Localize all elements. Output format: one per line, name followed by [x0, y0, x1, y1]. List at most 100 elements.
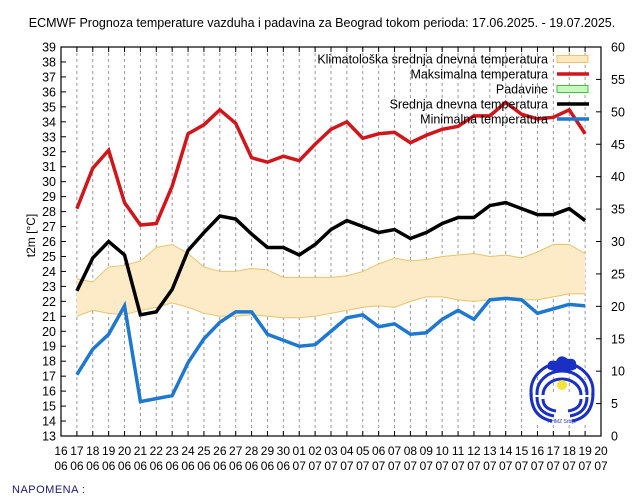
y2-tick-label: 55 — [611, 73, 625, 87]
x-tick-month: 07 — [499, 459, 513, 473]
y-tick-label: 39 — [42, 41, 56, 55]
y-tick-label: 16 — [42, 385, 56, 399]
x-tick-day: 30 — [277, 444, 291, 458]
y-tick-label: 33 — [42, 130, 56, 144]
x-tick-month: 06 — [102, 459, 116, 473]
x-tick-day: 18 — [86, 444, 100, 458]
x-tick-day: 22 — [150, 444, 164, 458]
y2-tick-label: 5 — [611, 397, 618, 411]
y-tick-label: 19 — [42, 340, 56, 354]
x-tick-day: 08 — [404, 444, 418, 458]
legend-swatch — [557, 56, 588, 63]
x-tick-day: 06 — [372, 444, 386, 458]
y-tick-label: 27 — [42, 220, 56, 234]
x-tick-month: 07 — [340, 459, 354, 473]
x-tick-day: 15 — [515, 444, 529, 458]
x-tick-month: 06 — [86, 459, 100, 473]
legend-label: Srednja dnevna temperatura — [390, 98, 548, 112]
y-tick-label: 17 — [42, 370, 56, 384]
y-tick-label: 22 — [42, 295, 56, 309]
x-tick-day: 05 — [356, 444, 370, 458]
x-tick-month: 07 — [420, 459, 434, 473]
y-tick-label: 20 — [42, 325, 56, 339]
x-tick-month: 06 — [70, 459, 84, 473]
x-tick-month: 07 — [594, 459, 608, 473]
x-tick-month: 07 — [404, 459, 418, 473]
y-tick-label: 14 — [42, 415, 56, 429]
x-tick-day: 21 — [134, 444, 148, 458]
legend: Klimatološka srednja dnevna temperaturaM… — [317, 53, 589, 127]
x-tick-day: 09 — [420, 444, 434, 458]
x-tick-month: 07 — [451, 459, 465, 473]
y-tick-label: 25 — [42, 250, 56, 264]
y2-tick-label: 40 — [611, 170, 625, 184]
y-tick-label: 38 — [42, 55, 56, 69]
x-tick-day: 10 — [435, 444, 449, 458]
legend-label: Klimatološka srednja dnevna temperatura — [317, 53, 548, 67]
y-tick-label: 13 — [42, 430, 56, 444]
x-tick-month: 07 — [578, 459, 592, 473]
x-tick-day: 18 — [563, 444, 577, 458]
y-tick-label: 23 — [42, 280, 56, 294]
y2-tick-label: 0 — [611, 430, 618, 444]
y2-tick-label: 35 — [611, 203, 625, 217]
x-tick-month: 06 — [134, 459, 148, 473]
y2-tick-label: 50 — [611, 105, 625, 119]
legend-swatch — [557, 86, 588, 93]
x-tick-month: 06 — [54, 459, 68, 473]
x-tick-month: 07 — [531, 459, 545, 473]
x-tick-day: 17 — [547, 444, 561, 458]
legend-label: Minimalna temperatura — [420, 113, 548, 127]
x-tick-month: 07 — [547, 459, 561, 473]
legend-label: Padavine — [496, 83, 548, 97]
y-axis-label: t2m [°C] — [24, 214, 38, 257]
y-tick-label: 26 — [42, 235, 56, 249]
x-tick-day: 01 — [293, 444, 307, 458]
y2-tick-label: 25 — [611, 267, 625, 281]
y-tick-label: 34 — [42, 115, 56, 129]
y2-tick-label: 20 — [611, 300, 625, 314]
x-tick-day: 17 — [70, 444, 84, 458]
x-tick-day: 16 — [531, 444, 545, 458]
x-tick-month: 07 — [435, 459, 449, 473]
x-tick-month: 07 — [293, 459, 307, 473]
x-tick-day: 20 — [594, 444, 608, 458]
x-tick-day: 04 — [340, 444, 354, 458]
x-tick-month: 07 — [563, 459, 577, 473]
footer-note: NAPOMENA : — [12, 484, 85, 496]
y2-tick-label: 15 — [611, 332, 625, 346]
legend-label: Maksimalna temperatura — [410, 68, 548, 82]
x-tick-month: 06 — [118, 459, 132, 473]
x-tick-day: 11 — [452, 444, 465, 458]
x-tick-month: 07 — [483, 459, 497, 473]
x-tick-month: 06 — [150, 459, 164, 473]
x-tick-day: 23 — [165, 444, 179, 458]
x-tick-day: 24 — [181, 444, 195, 458]
y-tick-label: 28 — [42, 205, 56, 219]
y2-tick-label: 30 — [611, 235, 625, 249]
y-tick-label: 35 — [42, 100, 56, 114]
x-tick-month: 06 — [245, 459, 259, 473]
x-tick-day: 14 — [499, 444, 513, 458]
x-tick-month: 06 — [261, 459, 275, 473]
y-tick-label: 37 — [42, 70, 56, 84]
x-tick-month: 06 — [229, 459, 243, 473]
x-tick-month: 06 — [181, 459, 195, 473]
y2-tick-label: 10 — [611, 365, 625, 379]
y-tick-label: 21 — [42, 310, 56, 324]
climatology-band — [77, 244, 585, 317]
y-tick-label: 31 — [42, 160, 56, 174]
x-tick-month: 06 — [197, 459, 211, 473]
x-tick-day: 13 — [483, 444, 497, 458]
x-tick-day: 27 — [229, 444, 243, 458]
x-tick-month: 07 — [356, 459, 370, 473]
x-tick-month: 06 — [165, 459, 179, 473]
y-tick-label: 24 — [42, 265, 56, 279]
y2-tick-label: 60 — [611, 41, 625, 55]
x-tick-month: 06 — [277, 459, 291, 473]
x-tick-month: 06 — [213, 459, 227, 473]
y-tick-label: 30 — [42, 175, 56, 189]
x-tick-day: 19 — [102, 444, 116, 458]
x-tick-day: 19 — [578, 444, 592, 458]
